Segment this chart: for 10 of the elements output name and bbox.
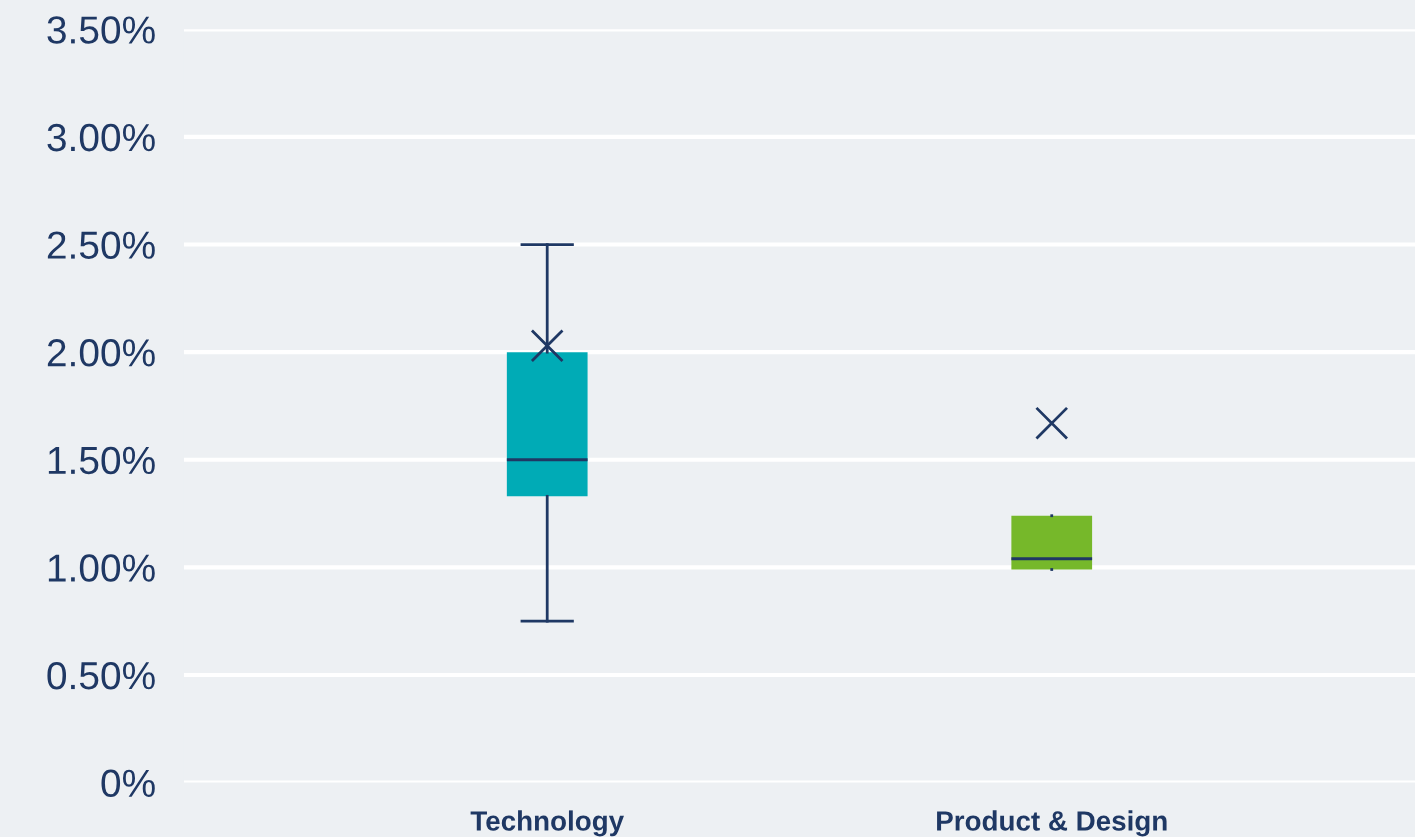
y-tick-label: 3.50% — [47, 16, 155, 44]
y-tick-label: 0.50% — [47, 661, 155, 690]
y-tick-label: 3.00% — [47, 123, 155, 152]
x-tick-label: Technology — [470, 810, 624, 837]
y-tick-label: 1.50% — [48, 446, 155, 475]
y-tick-label: 2.50% — [47, 231, 155, 259]
y-tick-label: 2.00% — [47, 339, 155, 367]
y-tick-label: 0% — [101, 769, 155, 798]
y-tick-label: 1.00% — [48, 554, 155, 582]
x-tick-label: Product & Design — [937, 810, 1167, 837]
